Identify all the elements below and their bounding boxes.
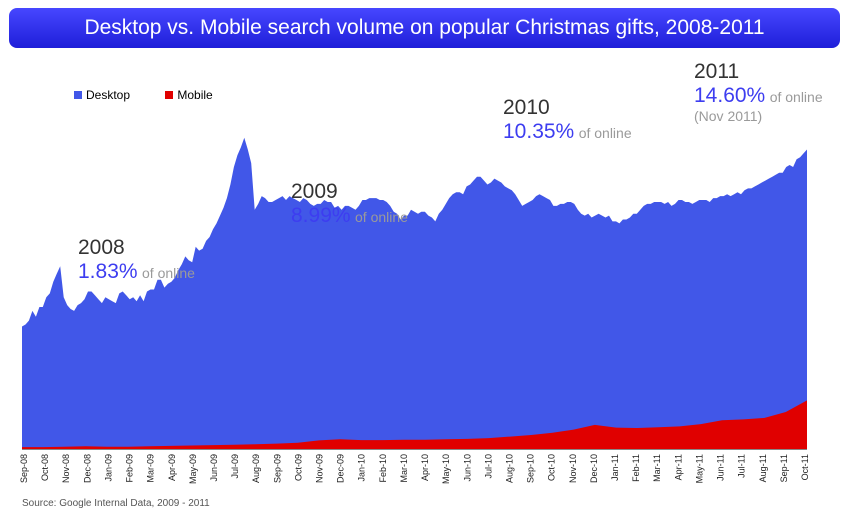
x-tick-label: Nov-10 [568, 454, 578, 483]
x-tick-label: Aug-09 [251, 454, 261, 483]
legend-swatch-mobile [165, 91, 174, 99]
x-tick-label: Sep-09 [272, 454, 282, 483]
x-tick-label: Mar-11 [652, 454, 662, 482]
x-tick-label: Apr-11 [673, 454, 683, 480]
x-tick-label: Nov-08 [61, 454, 71, 483]
x-tick-label: Dec-08 [82, 454, 92, 483]
x-tick-label: Jul-09 [230, 454, 240, 479]
annotation-suffix: of online [142, 265, 195, 282]
annotation-2008: 2008 1.83% of online [78, 236, 195, 284]
x-tick-label: Jul-11 [737, 454, 747, 478]
x-tick-label: Apr-09 [167, 454, 177, 481]
x-tick-label: Jan-09 [103, 454, 113, 482]
desktop-area [22, 137, 807, 450]
x-tick-label: Feb-10 [378, 454, 388, 483]
x-tick-label: Jun-11 [716, 454, 726, 481]
legend-item-desktop: Desktop [74, 88, 130, 102]
legend-label-mobile: Mobile [177, 88, 213, 102]
annotation-suffix: of online [769, 89, 823, 106]
annotation-year: 2011 [694, 60, 740, 83]
legend-swatch-desktop [74, 91, 82, 99]
x-tick-label: Dec-10 [589, 454, 599, 483]
x-tick-label: Sep-10 [526, 454, 536, 483]
x-tick-label: Apr-10 [420, 454, 430, 481]
x-tick-label: Oct-10 [547, 454, 557, 481]
x-tick-label: Jun-09 [209, 454, 219, 482]
annotation-percent: 14.60% [694, 84, 766, 108]
annotation-year: 2008 [78, 236, 125, 259]
x-tick-label: Oct-09 [293, 454, 303, 481]
annotation-year: 2010 [503, 96, 550, 119]
x-tick-label: Oct-08 [40, 454, 50, 481]
x-tick-label: Nov-09 [315, 454, 325, 483]
x-tick-label: Jan-10 [357, 454, 367, 482]
x-tick-label: Feb-09 [125, 454, 135, 483]
x-tick-label: Feb-11 [631, 454, 641, 482]
x-tick-label: May-10 [441, 454, 451, 484]
x-tick-label: May-11 [695, 454, 705, 483]
mobile-area [22, 400, 807, 449]
x-tick-label: Dec-09 [336, 454, 346, 483]
chart-title: Desktop vs. Mobile search volume on popu… [9, 8, 840, 48]
x-tick-label: Jun-10 [462, 454, 472, 482]
x-tick-label: Mar-09 [146, 454, 156, 483]
annotation-2010: 2010 10.35% of online [503, 96, 632, 144]
annotation-suffix: of online [578, 125, 632, 142]
legend-label-desktop: Desktop [86, 88, 131, 102]
legend: Desktop Mobile [74, 88, 245, 102]
annotation-percent: 10.35% [503, 120, 575, 144]
x-tick-label: Jan-11 [610, 454, 620, 481]
annotation-2009: 2009 8.99% of online [291, 180, 408, 228]
annotation-2011: 2011 14.60% of online (Nov 2011) [694, 60, 823, 124]
x-tick-label: Jul-10 [483, 454, 493, 479]
x-tick-label: Sep-11 [779, 454, 789, 482]
annotation-year: 2009 [291, 180, 338, 203]
x-tick-label: Mar-10 [399, 454, 409, 483]
annotation-suffix: of online [355, 209, 408, 226]
x-tick-label: Aug-10 [505, 454, 515, 483]
x-tick-label: Sep-08 [19, 454, 29, 483]
x-tick-label: Oct-11 [800, 454, 810, 480]
x-tick-label: May-09 [188, 454, 198, 484]
annotation-percent: 1.83% [78, 260, 138, 284]
annotation-percent: 8.99% [291, 204, 351, 228]
source-note: Source: Google Internal Data, 2009 - 201… [22, 498, 210, 509]
annotation-sub: (Nov 2011) [694, 108, 763, 125]
x-tick-label: Aug-11 [758, 454, 768, 482]
legend-item-mobile: Mobile [165, 88, 213, 102]
